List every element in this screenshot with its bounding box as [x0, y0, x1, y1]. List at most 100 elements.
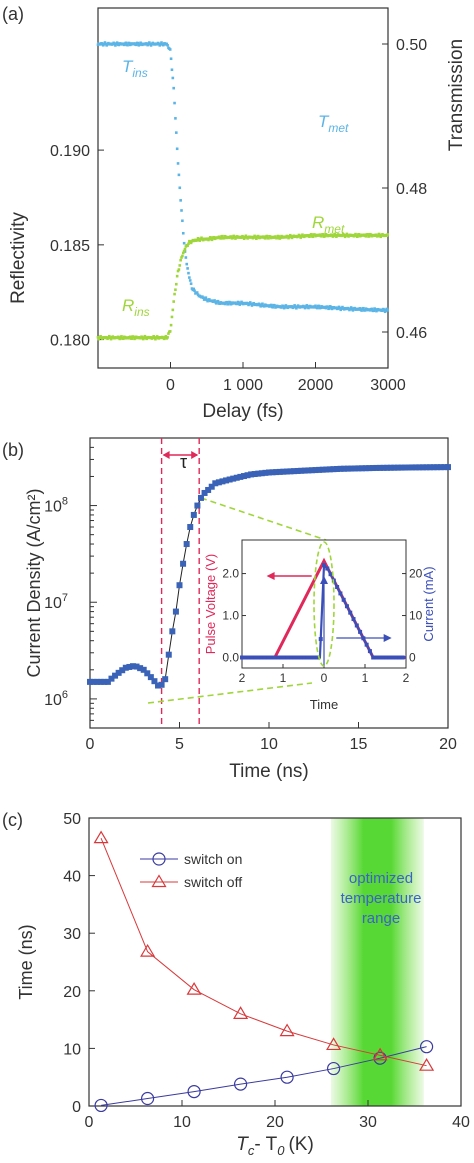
data-point-a	[261, 302, 264, 306]
inset-current-point	[253, 655, 258, 660]
data-point-a	[343, 235, 347, 239]
data-point-a	[259, 304, 262, 308]
data-point-a	[255, 237, 258, 240]
data-point-a	[216, 299, 220, 303]
data-point-b	[172, 608, 179, 615]
data-point-a	[283, 306, 287, 309]
inset-y-right-tick-label: 0	[409, 651, 416, 665]
data-point-b	[137, 665, 144, 672]
data-point-b	[223, 477, 230, 484]
data-point-b	[434, 464, 441, 471]
data-point-b	[441, 464, 448, 471]
data-point-a	[362, 306, 365, 310]
y-tick-label-c: 40	[63, 869, 81, 886]
data-point-a	[172, 86, 175, 90]
data-point-b	[269, 469, 276, 476]
inset-y-right-tick-label: 20	[409, 567, 423, 581]
data-point-a	[347, 307, 350, 310]
data-point-a	[296, 235, 300, 238]
data-point-a	[210, 238, 214, 242]
data-point-a	[231, 236, 235, 240]
data-point-a	[181, 251, 185, 255]
inset-current-point	[285, 655, 290, 660]
inset-current-point	[322, 563, 326, 568]
data-point-b	[226, 476, 233, 483]
y-tick-exponent-b: 8	[62, 496, 68, 508]
data-point-a	[188, 276, 191, 279]
inset-current-point	[246, 655, 251, 660]
data-point-a	[235, 302, 239, 306]
data-point-b	[409, 464, 416, 471]
data-point-a	[239, 302, 242, 305]
data-point-a	[184, 256, 188, 259]
data-point-b	[158, 681, 165, 688]
data-point-a	[334, 233, 337, 237]
data-point-b	[212, 480, 219, 487]
inset-current-arrow-head	[383, 634, 392, 642]
data-point-a	[157, 42, 161, 46]
data-point-b	[126, 663, 133, 670]
data-point-b	[387, 464, 394, 471]
data-point-b	[337, 465, 344, 472]
data-point-a	[196, 293, 200, 296]
data-point-a	[233, 235, 236, 239]
inset-ylabel-left: Pulse Voltage (V)	[203, 554, 218, 654]
switch-off-point	[419, 1058, 435, 1071]
data-point-a	[320, 234, 323, 238]
data-point-a	[96, 335, 100, 339]
data-point-b	[101, 678, 108, 685]
band-text-1: optimized	[349, 870, 413, 887]
legend-switch-off-marker	[151, 874, 167, 888]
data-point-a	[307, 306, 310, 310]
data-point-a	[345, 232, 349, 236]
data-point-b	[144, 670, 151, 677]
data-point-b	[151, 678, 158, 685]
data-point-a	[195, 238, 199, 242]
data-point-a	[206, 299, 209, 303]
tau-arrow-right-head	[191, 451, 199, 459]
data-point-b	[323, 466, 330, 473]
inset-current-point	[259, 655, 264, 660]
inset-current-point	[308, 655, 313, 660]
inset-x-tick-label: 1	[362, 671, 369, 685]
data-point-a	[354, 232, 357, 236]
x-tick-label-b: 5	[175, 736, 184, 753]
data-point-a	[121, 337, 125, 341]
data-point-b	[97, 678, 104, 685]
data-point-a	[130, 337, 134, 340]
x-tick-label-c: 30	[359, 1114, 377, 1131]
data-point-a	[147, 43, 150, 46]
data-point-b	[430, 464, 437, 471]
data-point-a	[271, 305, 275, 309]
optimized-range-band	[330, 818, 424, 1106]
data-point-a	[126, 43, 129, 47]
data-point-a	[208, 298, 211, 301]
data-point-a	[240, 236, 243, 239]
x-tick-label-a: 2000	[298, 377, 334, 394]
data-point-b	[362, 465, 369, 472]
data-point-a	[193, 289, 196, 293]
data-point-a	[366, 233, 369, 236]
data-point-a	[175, 131, 178, 134]
data-point-a	[145, 42, 149, 45]
data-point-a	[166, 336, 169, 339]
data-point-a	[237, 301, 241, 304]
data-point-a	[297, 233, 301, 237]
data-point-a	[248, 302, 251, 306]
data-point-a	[176, 269, 180, 273]
data-point-a	[155, 335, 159, 338]
data-point-a	[215, 302, 218, 305]
data-point-b	[122, 664, 129, 671]
switch-on-point	[140, 1091, 155, 1106]
data-point-a	[341, 305, 344, 309]
data-point-a	[134, 336, 137, 340]
data-point-a	[386, 309, 390, 312]
data-point-b	[423, 464, 430, 471]
data-point-a	[179, 199, 182, 202]
data-point-a	[187, 242, 190, 246]
data-point-b	[351, 465, 358, 472]
data-point-a	[134, 43, 138, 47]
data-point-a	[347, 235, 350, 238]
inset-current-point	[384, 655, 389, 660]
